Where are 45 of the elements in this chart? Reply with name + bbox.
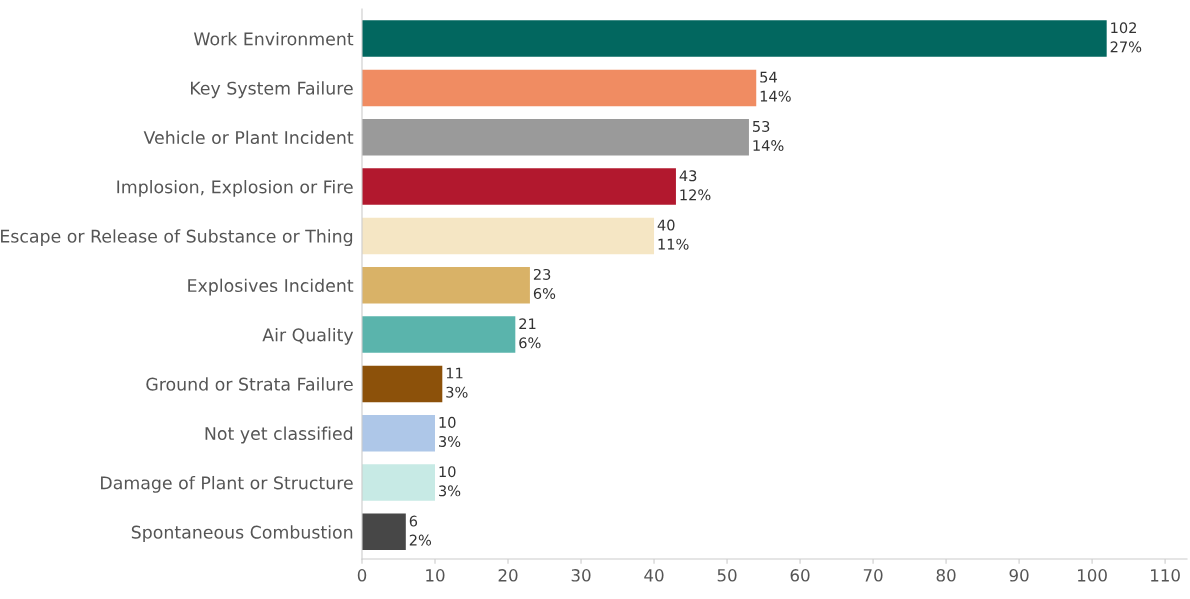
bar xyxy=(362,266,530,304)
x-tick-label: 100 xyxy=(1078,569,1107,582)
bar xyxy=(362,365,443,403)
bar xyxy=(362,69,757,107)
bar xyxy=(362,119,749,156)
x-tick-label: 70 xyxy=(863,569,883,582)
data-label: 53 14% xyxy=(752,120,784,152)
data-label: 23 6% xyxy=(533,268,556,300)
bar xyxy=(362,513,406,551)
y-tick-label: Implosion, Explosion or Fire xyxy=(117,179,353,197)
bar xyxy=(362,168,676,205)
bar xyxy=(362,20,1107,57)
bar xyxy=(362,414,436,452)
data-label: 11 3% xyxy=(446,367,468,398)
data-label: 40 11% xyxy=(657,219,689,250)
data-label: 54 14% xyxy=(760,71,791,102)
data-label: 10 3% xyxy=(439,416,461,447)
x-tick-label: 30 xyxy=(571,569,591,582)
y-tick-label: Explosives Incident xyxy=(188,278,354,296)
x-tick-label: 10 xyxy=(426,569,445,582)
x-tick-label: 110 xyxy=(1151,569,1180,582)
data-label: 10 3% xyxy=(439,466,461,497)
x-tick-label: 90 xyxy=(1009,569,1029,582)
y-tick-label: Key System Failure xyxy=(191,81,353,99)
y-tick-label: Not yet classified xyxy=(205,426,353,444)
data-label: 102 27% xyxy=(1110,22,1142,53)
data-label: 21 6% xyxy=(519,318,541,349)
x-tick-label: 60 xyxy=(790,569,810,582)
y-tick-label: Escape or Release of Substance or Thing xyxy=(1,229,353,247)
y-tick-label: Vehicle or Plant Incident xyxy=(143,130,354,145)
bar xyxy=(362,316,516,353)
y-tick-label: Air Quality xyxy=(262,327,354,345)
x-tick-label: 80 xyxy=(936,569,956,582)
x-tick-label: 50 xyxy=(717,569,737,582)
data-label: 6 2% xyxy=(409,515,432,546)
x-tick-label: 0 xyxy=(357,569,367,582)
data-label: 43 12% xyxy=(679,170,711,201)
bar xyxy=(362,464,436,501)
x-tick-label: 20 xyxy=(498,569,518,582)
y-tick-label: Spontaneous Combustion xyxy=(131,525,353,543)
bar xyxy=(362,217,655,255)
y-tick-label: Work Environment xyxy=(193,32,354,46)
y-tick-label: Ground or Strata Failure xyxy=(146,377,353,391)
x-tick-label: 40 xyxy=(644,569,664,582)
y-tick-label: Damage of Plant or Structure xyxy=(101,475,353,493)
